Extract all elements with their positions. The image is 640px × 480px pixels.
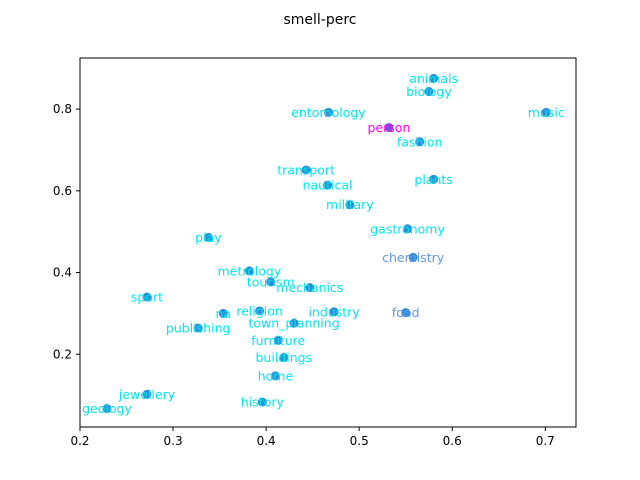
scatter-point [323, 180, 333, 190]
point-label: play [195, 230, 222, 245]
point-label: chemistry [382, 250, 445, 265]
point-label: buildings [256, 350, 313, 365]
x-tick-label: 0.6 [443, 434, 462, 448]
point-label: music [528, 105, 565, 120]
point-label: transport [277, 162, 335, 177]
scatter-point [193, 323, 203, 333]
y-tick-label: 0.2 [53, 347, 72, 361]
x-tick-label: 0.4 [257, 434, 276, 448]
point-label: home [258, 368, 294, 383]
scatter-point [218, 308, 228, 318]
point-label: person [368, 120, 411, 135]
point-label: food [392, 305, 420, 320]
point-label: metrology [217, 263, 281, 278]
x-tick-label: 0.3 [164, 434, 183, 448]
scatter-point [279, 353, 289, 363]
point-label: furniture [251, 333, 305, 348]
x-tick-label: 0.7 [536, 434, 555, 448]
scatter-point [270, 371, 280, 381]
scatter-point [102, 404, 112, 414]
scatter-point [305, 283, 315, 293]
point-label: nautical [303, 178, 353, 193]
scatter-point [424, 87, 434, 97]
point-label: animals [409, 71, 458, 86]
point-label: jewellery [118, 387, 176, 402]
point-label: na [216, 306, 232, 321]
scatter-point [142, 389, 152, 399]
x-tick-label: 0.2 [70, 434, 89, 448]
point-label: biology [406, 84, 452, 99]
scatter-point [323, 107, 333, 117]
point-label: industry [308, 304, 360, 319]
scatter-point [255, 306, 265, 316]
scatter-point [257, 397, 267, 407]
scatter-point [429, 73, 439, 83]
x-tick-label: 0.5 [350, 434, 369, 448]
scatter-point [429, 174, 439, 184]
x-axis: 0.2 0.3 0.4 0.5 0.6 0.7 [70, 427, 555, 448]
scatter-point [142, 292, 152, 302]
scatter-point [244, 266, 254, 276]
y-tick-label: 0.8 [53, 102, 72, 116]
scatter-point [384, 122, 394, 132]
point-label: gastronomy [370, 221, 445, 236]
scatter-point [401, 308, 411, 318]
plot-frame [79, 57, 577, 428]
scatter-point [329, 307, 339, 317]
scatter-point [273, 335, 283, 345]
scatter-point [301, 165, 311, 175]
point-label: plants [414, 172, 452, 187]
y-axis: 0.2 0.4 0.6 0.8 [53, 102, 80, 361]
scatter-point [408, 252, 418, 262]
y-tick-label: 0.6 [53, 184, 72, 198]
chart-title: smell-perc [283, 12, 356, 28]
scatter-point [345, 200, 355, 210]
point-label: mechanics [276, 280, 343, 295]
point-label: entomology [291, 105, 366, 120]
scatter-point [289, 318, 299, 328]
point-label: town_planning [248, 316, 339, 331]
point-label: tourism [247, 274, 295, 289]
points-layer [102, 73, 551, 414]
point-label: religion [236, 303, 282, 318]
scatter-point [415, 137, 425, 147]
scatter-point [403, 224, 413, 234]
point-label: history [241, 395, 285, 410]
point-label: military [326, 197, 374, 212]
scatter-point [541, 107, 551, 117]
point-label: publishing [166, 321, 231, 336]
point-label: fashion [397, 134, 443, 149]
scatter-point [266, 277, 276, 287]
point-label: sport [131, 290, 163, 305]
y-tick-label: 0.4 [53, 266, 72, 280]
point-label: geology [82, 401, 132, 416]
scatter-point [203, 232, 213, 242]
